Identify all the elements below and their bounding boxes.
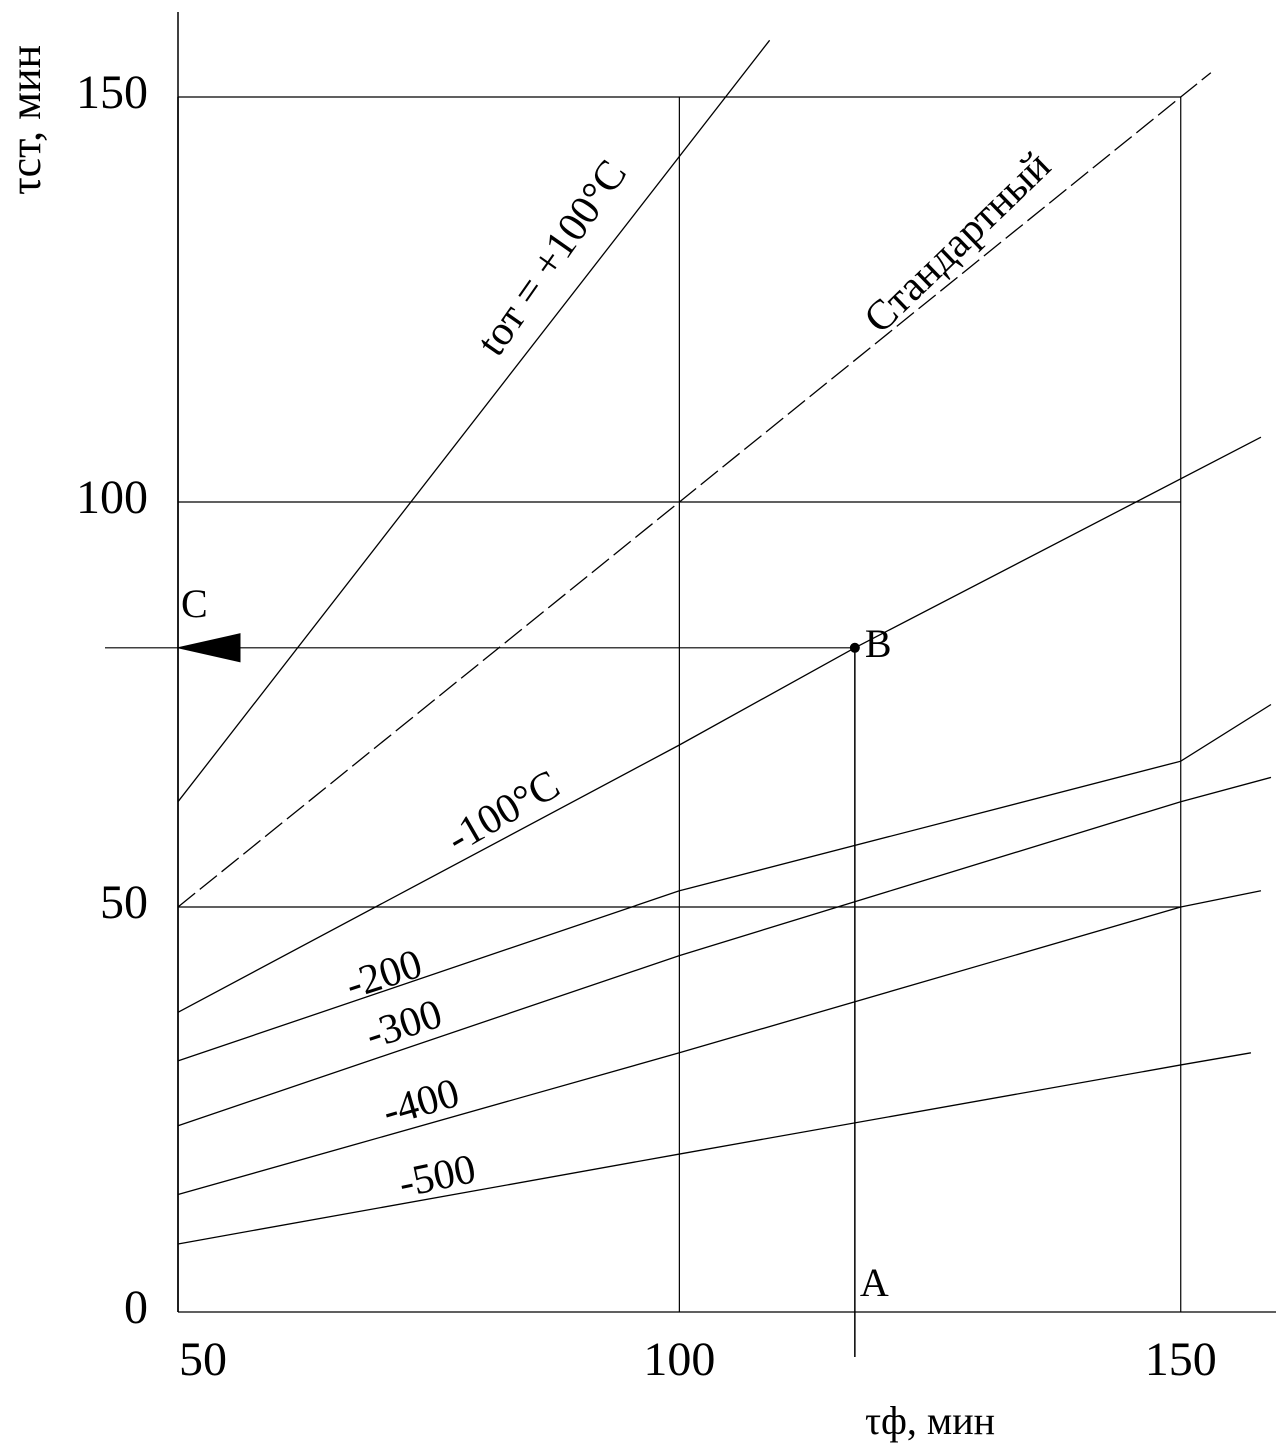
- annotation: A: [860, 1260, 889, 1305]
- series-line: [177, 776, 1272, 1127]
- arrow: [177, 633, 241, 663]
- annotation: B: [865, 621, 892, 666]
- y-axis-label: τст, мин: [1, 45, 50, 195]
- series-label: -400: [378, 1070, 465, 1135]
- point-marker: [849, 642, 860, 653]
- series-line: [177, 1052, 1252, 1245]
- series-label: -500: [395, 1146, 480, 1207]
- x-axis-label: τф, мин: [865, 1398, 995, 1443]
- y-tick-label: 100: [76, 471, 148, 524]
- annotation: C: [181, 581, 208, 626]
- series-line: [177, 703, 1272, 1062]
- x-tick-label: 150: [1145, 1333, 1217, 1386]
- series-line: [177, 890, 1262, 1196]
- series-label: tот = +100°C: [468, 152, 636, 364]
- y-tick-label: 50: [100, 876, 148, 929]
- series-line: [177, 436, 1262, 1013]
- series-line: [177, 39, 771, 803]
- y-tick-label: 0: [124, 1281, 148, 1334]
- series-label: Стандартный: [856, 143, 1060, 342]
- x-tick-label: 50: [179, 1333, 227, 1386]
- y-tick-label: 150: [76, 66, 148, 119]
- x-tick-label: 100: [643, 1333, 715, 1386]
- series-label: -100°C: [439, 762, 567, 863]
- series-line: [177, 72, 1212, 908]
